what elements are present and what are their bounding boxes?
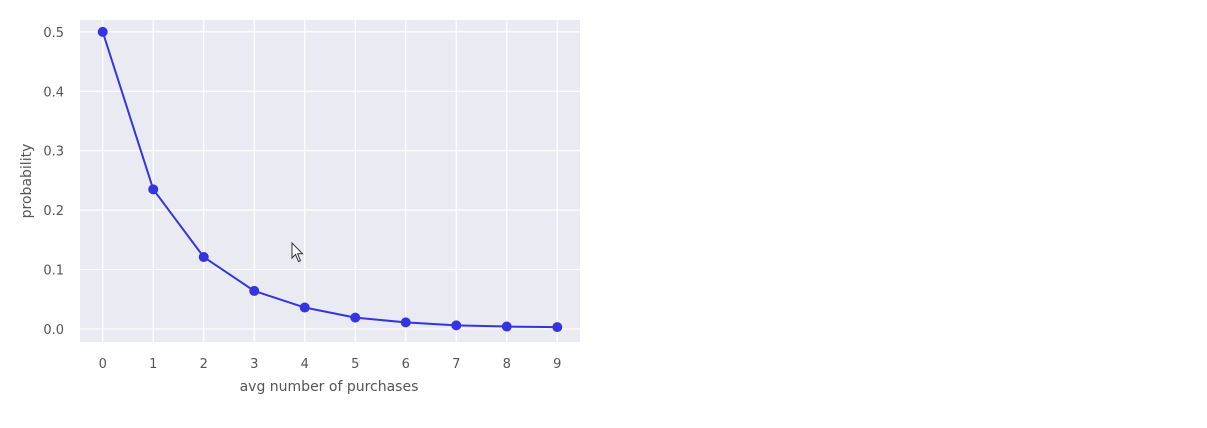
y-tick-label: 0.2 xyxy=(43,204,64,219)
x-tick-label: 4 xyxy=(301,357,309,372)
data-point xyxy=(400,317,411,328)
x-tick-label: 3 xyxy=(250,357,258,372)
y-tick-label: 0.1 xyxy=(43,264,64,279)
data-point xyxy=(501,321,512,332)
x-tick-label: 1 xyxy=(149,357,157,372)
x-tick-label: 9 xyxy=(553,357,561,372)
x-tick-label: 2 xyxy=(200,357,208,372)
grid-lines xyxy=(80,20,580,342)
x-tick-label: 6 xyxy=(402,357,410,372)
y-tick-label: 0.5 xyxy=(43,26,64,41)
line-chart: 0 1 2 3 4 5 6 7 8 9 0.0 0.1 0.2 0.3 0.4 0.5 avg number … xyxy=(19,20,580,395)
data-point xyxy=(249,285,260,296)
y-tick-label: 0.4 xyxy=(43,85,64,100)
y-tick-label: 0.3 xyxy=(43,145,64,160)
data-point xyxy=(350,312,361,323)
x-axis-label: avg number of purchases xyxy=(240,379,419,395)
x-tick-label: 5 xyxy=(351,357,359,372)
data-point xyxy=(451,320,462,331)
data-point xyxy=(97,26,108,37)
tick-labels: 0 1 2 3 4 5 6 7 8 9 0.0 0.1 0.2 0.3 0.4 0.5 xyxy=(43,26,561,372)
plot-area xyxy=(80,20,580,342)
series-group xyxy=(97,26,563,333)
data-point xyxy=(198,252,209,263)
data-point xyxy=(148,184,159,195)
series-line xyxy=(101,31,558,329)
x-tick-label: 0 xyxy=(99,357,107,372)
chart-container: 0 1 2 3 4 5 6 7 8 9 0.0 0.1 0.2 0.3 0.4 0.5 avg number … xyxy=(0,0,600,424)
mouse-pointer-icon xyxy=(291,242,304,263)
data-point xyxy=(299,302,310,313)
y-axis-label: probability xyxy=(19,144,35,219)
x-tick-label: 8 xyxy=(503,357,511,372)
x-tick-label: 7 xyxy=(452,357,460,372)
y-tick-label: 0.0 xyxy=(43,323,64,338)
data-point xyxy=(552,322,563,333)
